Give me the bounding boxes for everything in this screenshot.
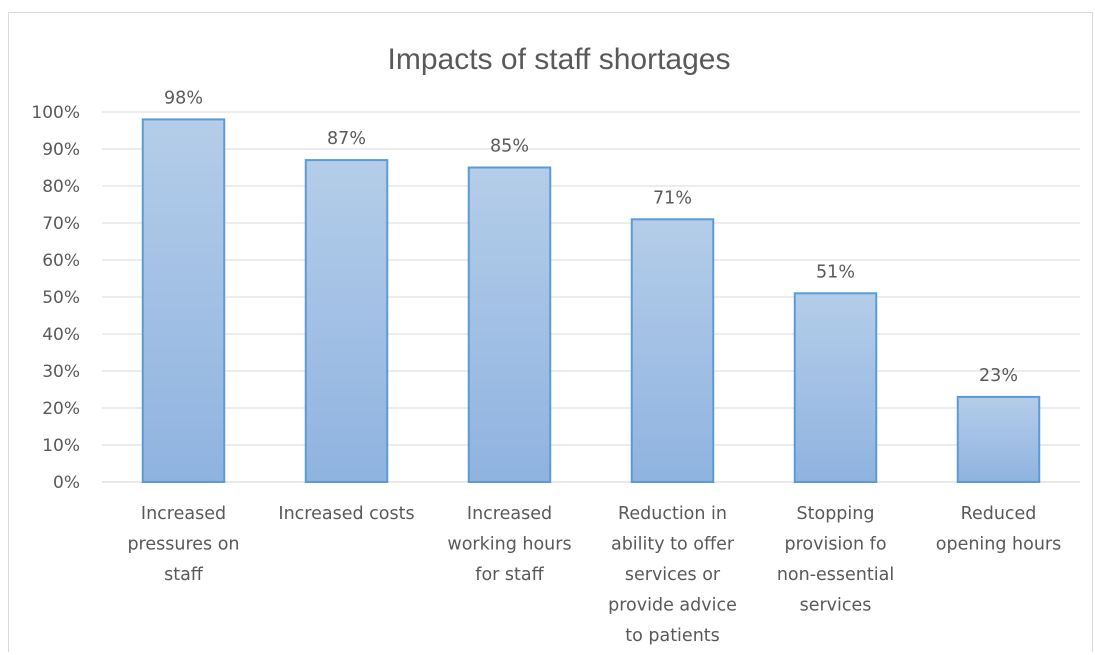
- bar: [630, 218, 715, 484]
- y-tick-label: 90%: [42, 140, 80, 160]
- data-label: 87%: [327, 129, 366, 149]
- y-tick-label: 70%: [42, 214, 80, 234]
- category-label: Increased pressures on staff: [127, 504, 239, 585]
- bar: [141, 118, 226, 484]
- category-label: Increased costs: [278, 504, 414, 524]
- y-tick-label: 20%: [42, 399, 80, 419]
- chart-title: Impacts of staff shortages: [388, 43, 731, 76]
- y-tick-label: 80%: [42, 177, 80, 197]
- bars: [141, 118, 1041, 484]
- y-tick-label: 40%: [42, 325, 80, 345]
- y-tick-label: 50%: [42, 288, 80, 308]
- y-axis-ticks: 0% 10% 20% 30% 40% 50% 60% 70% 80% 90% 100%: [31, 103, 80, 493]
- data-label: 51%: [816, 262, 855, 282]
- y-tick-label: 10%: [42, 436, 80, 456]
- bar: [956, 395, 1041, 483]
- bar: [793, 292, 878, 483]
- chart-frame: [8, 12, 1093, 652]
- category-label: Reduced opening hours: [936, 504, 1062, 555]
- gridlines: [102, 111, 1080, 483]
- data-label: 85%: [490, 137, 529, 157]
- y-tick-label: 30%: [42, 362, 80, 382]
- data-label: 98%: [164, 88, 203, 108]
- data-label: 71%: [653, 188, 692, 208]
- data-labels: 98% 87% 85% 71% 51% 23%: [164, 88, 1018, 386]
- category-label: Increased working hours for staff: [447, 504, 571, 585]
- y-tick-label: 0%: [53, 473, 80, 493]
- x-axis-categories: Increased pressures on staff Increased cost…: [127, 504, 1061, 646]
- data-label: 23%: [979, 366, 1018, 386]
- y-tick-label: 100%: [31, 103, 80, 123]
- category-label: Reduction in ability to offer services or p…: [608, 504, 737, 646]
- bar: [304, 159, 389, 483]
- y-tick-label: 60%: [42, 251, 80, 271]
- bar: [467, 166, 552, 483]
- category-label: Stopping provision fo non-essential service…: [777, 504, 894, 616]
